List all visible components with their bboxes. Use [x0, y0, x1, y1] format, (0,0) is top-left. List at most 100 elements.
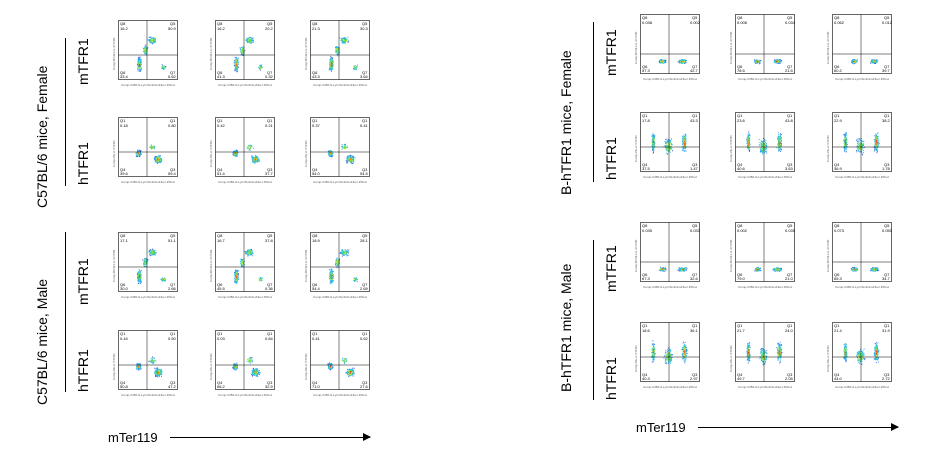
quadrant-label: 2.97	[690, 376, 698, 381]
plot-y-axis-label: Comp-BV421-A::mTFR1	[304, 37, 308, 70]
plot-y-axis-label: Comp-PE-A::hTFR1	[729, 135, 733, 162]
quadrant-label: 31.9	[882, 328, 890, 333]
quadrant-label: Q1	[170, 331, 176, 336]
plot-x-axis-label: Comp-V450-S-Ly/mTer119 eFluor 450-H	[643, 175, 697, 179]
quadrant-label: 79.0	[737, 276, 745, 281]
quadrant-label: Q8	[834, 15, 840, 20]
quadrant-label: 36.9	[834, 166, 842, 171]
plot-y-axis-label: Comp-PE-A::hTFR1	[112, 140, 116, 167]
quadrant-label: Q7	[267, 70, 273, 75]
quadrant-label: 60.2	[834, 68, 842, 73]
quadrant-label: 78.5	[737, 68, 745, 73]
left-x-axis-label: mTer119	[108, 430, 158, 445]
scatter-plot	[735, 112, 795, 172]
quadrant-label: 27.6	[360, 384, 368, 389]
quadrant-label: Q1	[120, 331, 126, 336]
quadrant-label: Q8	[217, 21, 223, 26]
plot-y-axis-label: Comp-BV421-A::mTFR1	[729, 31, 733, 64]
plot-y-axis-label: Comp-PE-A::hTFR1	[826, 345, 830, 372]
quadrant-label: 30.3	[360, 26, 368, 31]
quadrant-label: Q5	[884, 223, 890, 228]
quadrant-label: 47.2	[168, 384, 176, 389]
plot-x-axis-label: Comp-V450-S-Ly/mTer119 eFluor 450-H	[313, 295, 367, 299]
quadrant-label: 0.42	[217, 123, 225, 128]
quadrant-label: 2.69	[360, 286, 368, 291]
left-flow-plot-r3-c2: Q8 Q5 16.7 37.8 Q6 Q7 45.5 0.36 Comp-V450-S-Ly/m…	[209, 232, 275, 299]
quadrant-label: Q1	[362, 331, 368, 336]
right-flow-plot-r1-c1: Q8 Q5 0.038 0.002 Q6 Q7 57.3 42.7 Comp-V450-S-Ly…	[634, 14, 700, 81]
quadrant-label: 38.2	[882, 118, 890, 123]
quadrant-label: 37.8	[265, 238, 273, 243]
quadrant-label: Q8	[312, 21, 318, 26]
plot-y-axis-label: Comp-BV421-A::mTFR1	[209, 37, 213, 70]
plot-y-axis-label: Comp-PE-A::hTFR1	[304, 140, 308, 167]
right-bracket-male	[593, 240, 594, 400]
scatter-plot	[310, 330, 370, 390]
quadrant-label: Q3	[362, 380, 368, 385]
quadrant-label: 0.002	[737, 228, 748, 233]
left-flow-plot-r3-c1: Q8 Q5 17.1 51.1 Q6 Q7 30.0 2.66 Comp-V450-S-Ly/m…	[112, 232, 178, 299]
plot-y-axis-label: Comp-PE-A::hTFR1	[209, 140, 213, 167]
quadrant-label: 0.012	[882, 20, 893, 25]
quadrant-label: Q4	[642, 162, 648, 167]
quadrant-label: Q1	[267, 118, 273, 123]
right-row-label-4: hTFR1	[603, 357, 619, 400]
quadrant-label: Q4	[120, 167, 126, 172]
quadrant-label: Q4	[642, 372, 648, 377]
right-group-label-male: B-hTFR1 mice, Male	[558, 263, 574, 392]
quadrant-label: Q1	[362, 118, 368, 123]
quadrant-label: 21.3	[312, 26, 320, 31]
quadrant-label: Q3	[692, 372, 698, 377]
quadrant-label: Q4	[737, 372, 743, 377]
quadrant-label: Q1	[642, 113, 648, 118]
plot-y-axis-label: Comp-BV421-A::mTFR1	[634, 239, 638, 272]
quadrant-label: Q4	[312, 380, 318, 385]
quadrant-label: 0.033	[690, 228, 701, 233]
right-flow-plot-r4-c3: Q1 Q1 21.4 31.9 Q4 Q3 44.0 2.72 Comp-V450-S-Ly/m…	[826, 322, 892, 389]
plot-y-axis-label: Comp-PE-A::hTFR1	[112, 353, 116, 380]
quadrant-label: 0.038	[642, 20, 653, 25]
quadrant-label: Q8	[312, 233, 318, 238]
quadrant-label: Q4	[737, 162, 743, 167]
quadrant-label: 45.5	[217, 286, 225, 291]
quadrant-label: Q1	[120, 118, 126, 123]
quadrant-label: Q8	[642, 15, 648, 20]
quadrant-label: Q8	[120, 233, 126, 238]
quadrant-label: Q3	[362, 167, 368, 172]
quadrant-label: Q3	[884, 162, 890, 167]
scatter-plot	[118, 117, 178, 177]
scatter-plot	[215, 20, 275, 80]
quadrant-label: 32.9	[265, 384, 273, 389]
quadrant-label: 0.62	[360, 336, 368, 341]
right-row-label-1: mTFR1	[603, 29, 619, 76]
quadrant-label: 0.44	[120, 336, 128, 341]
quadrant-label: Q5	[692, 223, 698, 228]
quadrant-label: 37.5	[642, 166, 650, 171]
quadrant-label: Q1	[834, 323, 840, 328]
left-group-label-male: C57BL/6 mice, Male	[34, 278, 50, 405]
quadrant-label: 0.62	[168, 74, 176, 79]
scatter-plot	[832, 14, 892, 74]
plot-y-axis-label: Comp-PE-A::hTFR1	[826, 135, 830, 162]
quadrant-label: 0.034	[785, 20, 796, 25]
quadrant-label: 50.8	[120, 384, 128, 389]
quadrant-label: Q5	[692, 15, 698, 20]
scatter-plot	[735, 14, 795, 74]
right-flow-plot-r1-c3: Q8 Q5 0.062 0.012 Q6 Q7 60.2 39.7 Comp-V450-S-Ly…	[826, 14, 893, 81]
left-flow-plot-r4-c2: Q1 Q1 0.03 0.84 Q4 Q3 66.2 32.9 Comp-V450-S-Ly/m…	[209, 330, 275, 397]
quadrant-label: Q6	[642, 64, 648, 69]
quadrant-label: Q3	[267, 167, 273, 172]
quadrant-label: Q1	[737, 113, 743, 118]
quadrant-label: 16.7	[217, 238, 225, 243]
quadrant-label: 24.0	[785, 328, 793, 333]
quadrant-label: Q1	[787, 113, 793, 118]
quadrant-label: Q1	[217, 331, 223, 336]
right-group-label-female: B-hTFR1 mice, Female	[558, 50, 574, 195]
quadrant-label: 21.4	[834, 328, 842, 333]
quadrant-label: 37.7	[265, 171, 273, 176]
plot-y-axis-label: Comp-BV421-A::mTFR1	[826, 31, 830, 64]
quadrant-label: 36.1	[690, 328, 698, 333]
left-flow-plot-r3-c3: Q8 Q5 18.9 28.1 Q6 Q7 54.4 2.69 Comp-V450-S-Ly/m…	[304, 232, 370, 299]
quadrant-label: 2.72	[882, 376, 890, 381]
quadrant-label: Q1	[267, 331, 273, 336]
